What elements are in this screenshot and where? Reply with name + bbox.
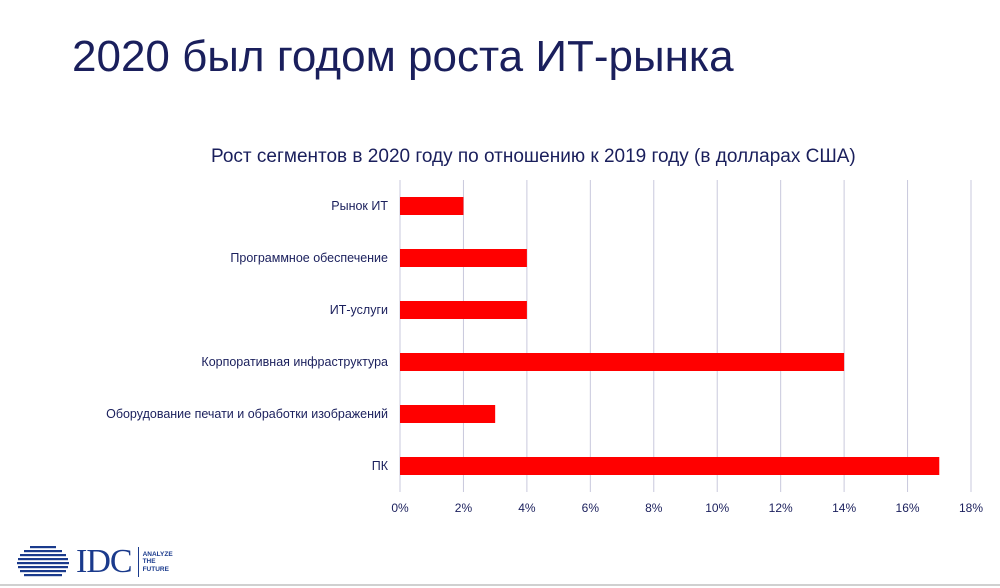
category-label: Программное обеспечение	[230, 251, 388, 265]
category-label: ИТ-услуги	[330, 303, 388, 317]
idc-globe-icon	[17, 546, 69, 577]
x-tick-label: 6%	[582, 501, 600, 515]
bar	[400, 353, 845, 371]
bottom-rule	[0, 584, 1000, 586]
footer: IDC ANALYZE THE FUTURE	[16, 545, 173, 579]
bar	[400, 249, 527, 267]
idc-logo-text: IDC	[76, 543, 133, 580]
x-tick-label: 10%	[705, 501, 729, 515]
bar	[400, 301, 527, 319]
chart-title: Рост сегментов в 2020 году по отношению …	[211, 146, 856, 167]
x-tick-label: 16%	[896, 501, 920, 515]
category-label: ПК	[372, 459, 389, 473]
slide-title: 2020 был годом роста ИТ-рынка	[72, 32, 734, 81]
bar	[400, 197, 464, 215]
category-label: Оборудование печати и обработки изображе…	[106, 407, 388, 421]
x-tick-label: 8%	[645, 501, 663, 515]
bar-chart: 0% 2% 4% 6% 8% 10% 12% 14% 16% 18% Рынок ИТ Програм…	[106, 180, 983, 515]
x-tick-label: 14%	[832, 501, 856, 515]
x-tick-label: 4%	[518, 501, 536, 515]
category-label: Рынок ИТ	[331, 199, 388, 213]
category-label: Корпоративная инфраструктура	[201, 355, 388, 369]
logo-divider	[137, 547, 139, 577]
x-tick-label: 0%	[391, 501, 409, 515]
bar	[400, 457, 940, 475]
idc-logo-tagline: ANALYZE THE FUTURE	[142, 550, 173, 573]
bar	[400, 405, 496, 423]
x-tick-label: 12%	[769, 501, 793, 515]
x-tick-label: 2%	[455, 501, 473, 515]
x-tick-label: 18%	[959, 501, 983, 515]
